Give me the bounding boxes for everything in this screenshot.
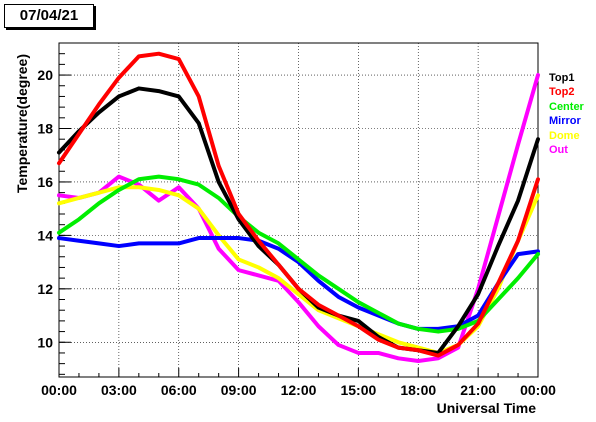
- y-tick-label: 10: [37, 334, 53, 350]
- y-tick-label: 20: [37, 67, 53, 83]
- y-axis-title: Temperature(degree): [14, 53, 30, 193]
- legend: Top1 Top2 Center Mirror Dome Out: [549, 71, 584, 157]
- x-tick-label: 12:00: [281, 382, 317, 398]
- x-tick-label: 15:00: [340, 382, 376, 398]
- legend-entry-center: Center: [549, 100, 584, 113]
- series-line-out: [57, 73, 540, 363]
- series-line-top2: [57, 51, 540, 358]
- x-tick-label: 06:00: [161, 382, 197, 398]
- x-axis: 00:00 03:00 06:00 09:00 12:00 15:00 18:00 21:00…: [41, 368, 556, 398]
- x-tick-label: 21:00: [460, 382, 496, 398]
- y-tick-label: 18: [37, 121, 53, 137]
- x-tick-label: 03:00: [101, 382, 137, 398]
- y-axis: 10 12 14 16 18 20: [37, 42, 71, 375]
- y-tick-label: 12: [37, 281, 53, 297]
- y-tick-label: 14: [37, 227, 53, 243]
- legend-entry-dome: Dome: [549, 129, 580, 142]
- date-label: 07/04/21: [4, 4, 94, 28]
- legend-entry-top1: Top1: [549, 72, 575, 84]
- x-tick-label: 00:00: [41, 382, 77, 398]
- y-tick-label: 16: [37, 174, 53, 190]
- x-tick-label: 00:00: [520, 382, 556, 398]
- legend-entry-top2: Top2: [549, 86, 575, 99]
- x-axis-title: Universal Time: [436, 400, 536, 416]
- legend-entry-out: Out: [549, 143, 568, 156]
- x-tick-label: 18:00: [400, 382, 436, 398]
- x-tick-label: 09:00: [221, 382, 257, 398]
- legend-entry-mirror: Mirror: [549, 115, 581, 128]
- series-group: [57, 51, 540, 363]
